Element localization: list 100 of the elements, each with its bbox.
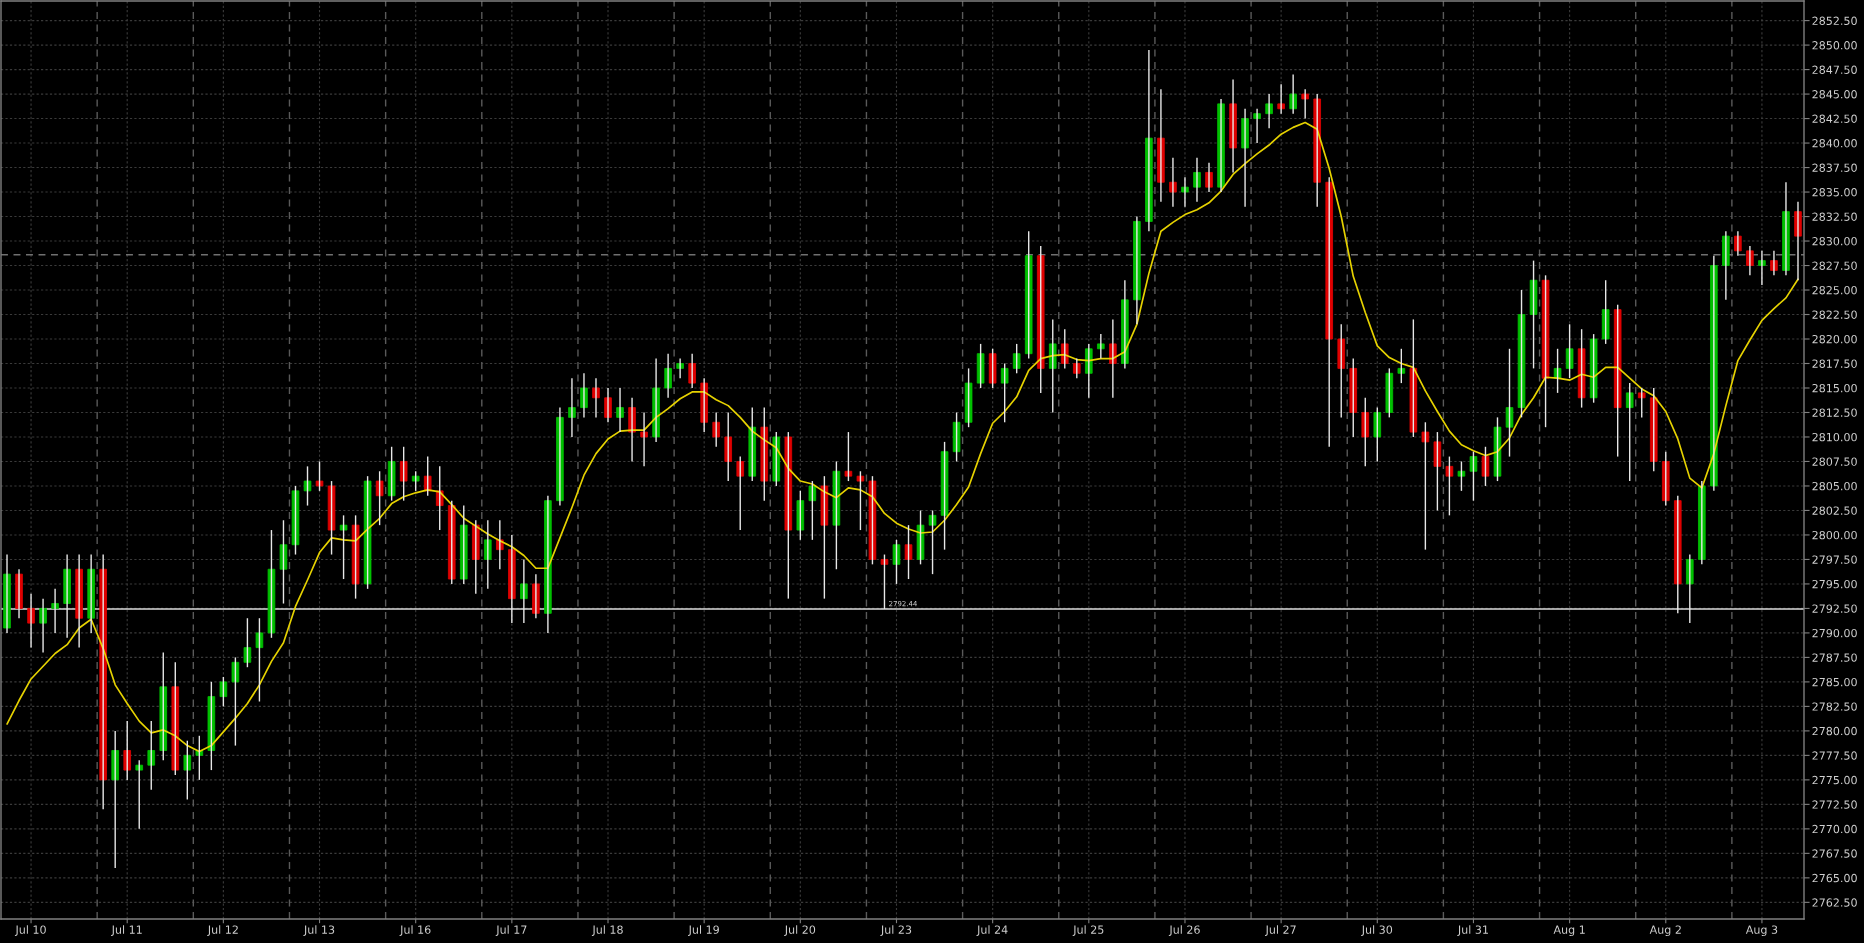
x-tick-label: Jul 19 xyxy=(688,925,719,936)
x-tick-label: Aug 2 xyxy=(1649,925,1681,936)
candlestick xyxy=(856,470,865,531)
y-tick-label: 2800.00 xyxy=(1812,530,1857,540)
y-tick-label: 2802.50 xyxy=(1812,506,1857,515)
candlestick xyxy=(1601,279,1610,345)
candlestick xyxy=(1661,450,1670,507)
y-tick-label: 2845.00 xyxy=(1812,90,1857,99)
candlestick xyxy=(267,529,276,639)
y-tick-label: 2822.50 xyxy=(1812,310,1857,319)
candlestick xyxy=(1529,259,1538,370)
candlestick xyxy=(736,455,745,531)
candlestick xyxy=(387,446,396,502)
x-tick-label: Jul 18 xyxy=(591,925,623,936)
y-tick-label: 2762.50 xyxy=(1812,898,1857,907)
candlestick xyxy=(1325,176,1333,448)
candlestick xyxy=(820,475,829,600)
candlestick xyxy=(868,475,877,566)
candlestick xyxy=(784,431,793,600)
candlestick xyxy=(892,539,901,585)
candlestick xyxy=(1036,245,1045,394)
candlestick xyxy=(1073,357,1081,379)
candlestick xyxy=(231,656,240,747)
y-tick-label: 2815.00 xyxy=(1812,383,1857,393)
candlestick xyxy=(411,470,420,492)
y-tick-label: 2830.00 xyxy=(1812,237,1857,246)
candlestick xyxy=(1301,88,1309,120)
candlestick xyxy=(291,485,300,556)
candlestick xyxy=(159,651,168,761)
candlestick xyxy=(1409,318,1418,438)
candlestick xyxy=(760,406,769,502)
y-tick-label: 2782.50 xyxy=(1812,702,1857,711)
candlestick xyxy=(1469,450,1478,502)
candlestick xyxy=(327,480,336,556)
y-tick-label: 2827.50 xyxy=(1812,261,1857,270)
candlestick xyxy=(1024,230,1033,360)
x-tick-label: Aug 1 xyxy=(1553,925,1585,936)
y-tick-label: 2842.50 xyxy=(1812,114,1857,123)
y-tick-label: 2805.00 xyxy=(1812,481,1857,491)
y-tick-label: 2795.00 xyxy=(1812,579,1857,589)
candlestick xyxy=(808,480,817,541)
candlestick xyxy=(1565,323,1574,379)
candlestick xyxy=(315,460,324,492)
candlestick xyxy=(1517,289,1526,419)
candlestick xyxy=(940,441,949,551)
candlestick xyxy=(147,720,156,791)
y-tick-label: 2852.50 xyxy=(1812,16,1857,25)
candlestick xyxy=(1397,348,1406,384)
x-tick-label: Jul 11 xyxy=(111,925,142,936)
x-tick-label: Jul 17 xyxy=(495,925,527,936)
candlestick xyxy=(1493,416,1502,482)
candlestick xyxy=(880,553,889,610)
candlestick xyxy=(459,504,468,585)
candlestick xyxy=(976,343,985,389)
y-tick-label: 2807.50 xyxy=(1812,457,1857,466)
x-tick-label: Jul 13 xyxy=(303,925,335,936)
y-tick-label: 2777.50 xyxy=(1812,751,1857,760)
y-tick-label: 2772.50 xyxy=(1812,800,1857,809)
candlestick xyxy=(1637,387,1646,419)
y-tick-label: 2817.50 xyxy=(1812,359,1857,368)
candlestick xyxy=(171,661,180,776)
y-tick-label: 2840.00 xyxy=(1812,139,1857,148)
candlestick xyxy=(1385,367,1394,419)
candlestick xyxy=(904,524,913,580)
x-tick-label: Jul 12 xyxy=(207,925,238,936)
candlestick xyxy=(183,739,192,801)
candlestick xyxy=(1048,318,1057,414)
candlestick xyxy=(243,617,252,668)
candlestick xyxy=(1481,446,1490,487)
candlestick xyxy=(1349,357,1358,438)
y-tick-label: 2797.50 xyxy=(1812,555,1857,564)
candlestick xyxy=(988,348,997,389)
candlestick xyxy=(1421,421,1430,551)
y-tick-label: 2825.00 xyxy=(1812,285,1857,295)
candlestick xyxy=(123,720,131,781)
candlestick xyxy=(1445,455,1454,517)
candlestick xyxy=(832,460,841,570)
candlestick xyxy=(1337,323,1346,419)
candlestick xyxy=(303,465,312,507)
candlestick xyxy=(1457,460,1466,492)
candlestick xyxy=(640,411,648,468)
y-tick-label: 2765.00 xyxy=(1812,873,1857,883)
x-tick-label: Jul 27 xyxy=(1265,925,1296,936)
x-tick-label: Aug 3 xyxy=(1745,925,1778,936)
x-tick-label: Jul 23 xyxy=(880,925,912,936)
candlestick xyxy=(279,519,288,605)
candlestick xyxy=(219,676,228,708)
candlestick xyxy=(1577,328,1586,409)
y-tick-label: 2775.00 xyxy=(1812,775,1857,785)
x-tick-label: Jul 24 xyxy=(976,925,1008,936)
candlestick xyxy=(363,475,372,590)
y-tick-label: 2787.50 xyxy=(1812,653,1857,662)
y-tick-label: 2847.50 xyxy=(1812,65,1857,74)
candlestick xyxy=(724,411,732,482)
y-tick-label: 2837.50 xyxy=(1812,163,1857,172)
y-tick-label: 2785.00 xyxy=(1812,677,1857,687)
y-tick-label: 2850.00 xyxy=(1812,41,1857,50)
candlestick xyxy=(1649,387,1658,472)
candlestick xyxy=(1433,431,1442,512)
candlestick xyxy=(796,490,805,541)
